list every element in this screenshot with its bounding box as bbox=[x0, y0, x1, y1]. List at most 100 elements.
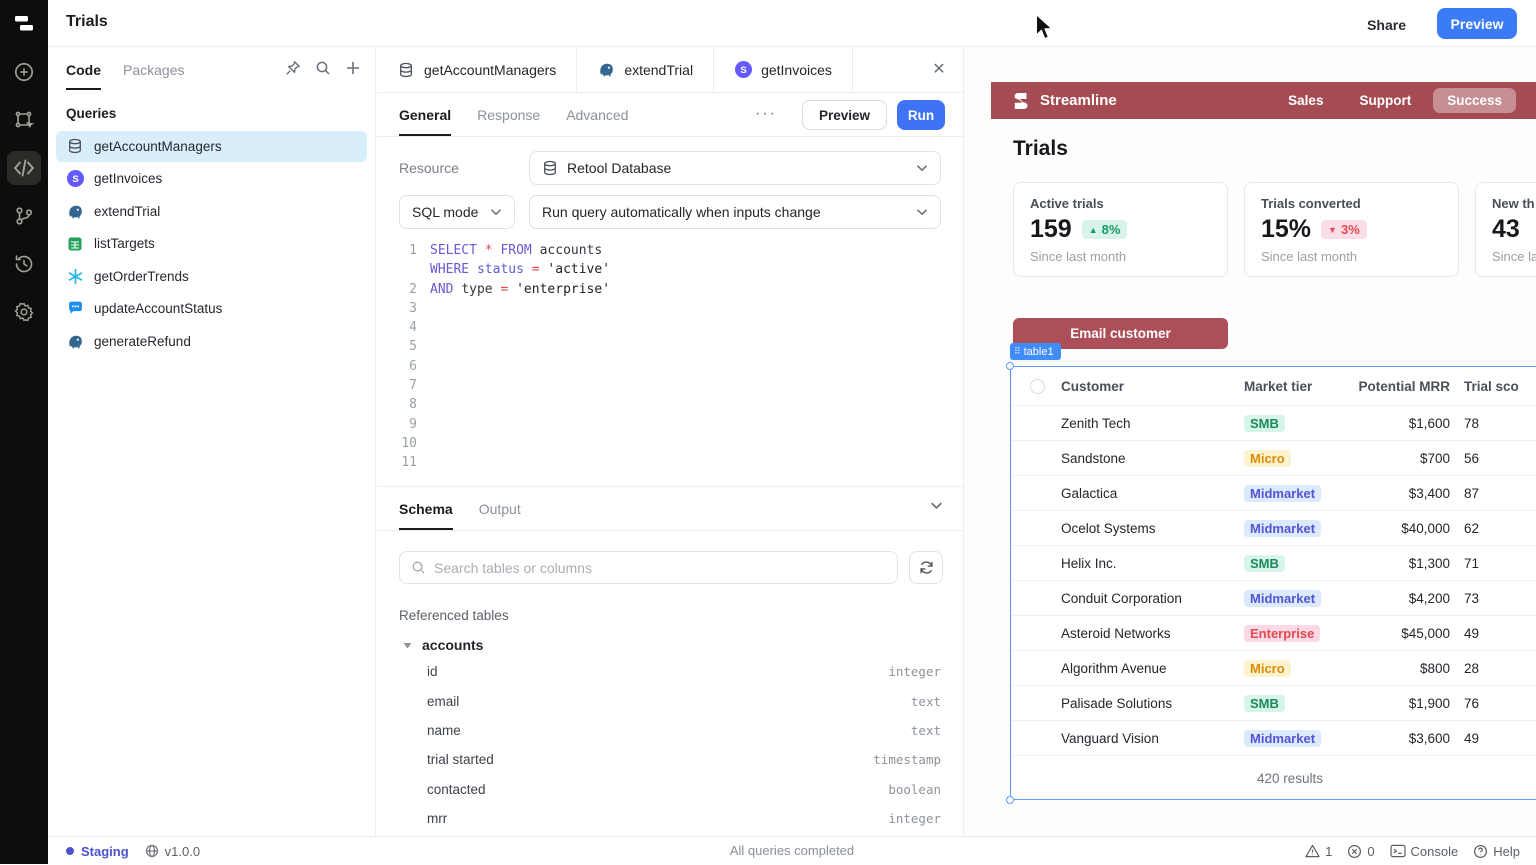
resize-handle[interactable] bbox=[1006, 796, 1014, 804]
query-item-getAccountManagers[interactable]: getAccountManagers bbox=[56, 131, 367, 162]
preview-button[interactable]: Preview bbox=[1437, 8, 1517, 39]
query-item-extendTrial[interactable]: extendTrial bbox=[56, 196, 367, 227]
resize-handle[interactable] bbox=[1006, 362, 1014, 370]
schema-search-field[interactable] bbox=[399, 551, 898, 584]
errors-indicator[interactable]: 0 bbox=[1347, 844, 1374, 859]
cell-market-tier: Micro bbox=[1244, 450, 1354, 467]
query-item-listTargets[interactable]: listTargets bbox=[56, 228, 367, 259]
table1-widget-tag[interactable]: ⠿ table1 bbox=[1010, 343, 1061, 360]
resource-select[interactable]: Retool Database bbox=[529, 151, 941, 185]
cell-trial-score: 49 bbox=[1450, 626, 1536, 641]
refresh-schema-button[interactable] bbox=[909, 551, 943, 584]
stat-subtext: Since la bbox=[1492, 249, 1536, 264]
nav-link-success[interactable]: Success bbox=[1433, 88, 1516, 113]
col-header-market-tier[interactable]: Market tier bbox=[1244, 379, 1354, 394]
stat-value: 15% bbox=[1261, 215, 1311, 244]
panel-tab-code[interactable]: Code bbox=[66, 50, 101, 90]
cell-trial-score: 49 bbox=[1450, 731, 1536, 746]
tier-badge: Midmarket bbox=[1244, 590, 1321, 607]
cell-customer: Zenith Tech bbox=[1061, 416, 1244, 431]
run-behavior-select[interactable]: Run query automatically when inputs chan… bbox=[529, 195, 941, 229]
search-icon[interactable] bbox=[315, 60, 331, 76]
query-item-updateAccountStatus[interactable]: updateAccountStatus bbox=[56, 293, 367, 324]
code-token: 'enterprise' bbox=[516, 282, 610, 297]
code-text: SELECT * FROM accounts bbox=[430, 241, 602, 260]
nav-link-sales[interactable]: Sales bbox=[1274, 88, 1337, 113]
subtab-advanced[interactable]: Advanced bbox=[566, 94, 628, 136]
sql-mode-value: SQL mode bbox=[412, 204, 478, 220]
schema-tab-output[interactable]: Output bbox=[479, 488, 521, 530]
more-options-icon[interactable]: ··· bbox=[749, 99, 783, 129]
line-number: 11 bbox=[377, 453, 430, 472]
database-icon bbox=[397, 61, 415, 79]
environment-selector[interactable]: Staging bbox=[66, 844, 129, 859]
schema-tab-schema[interactable]: Schema bbox=[399, 488, 453, 530]
panel-tab-packages[interactable]: Packages bbox=[123, 50, 184, 90]
subtab-general[interactable]: General bbox=[399, 94, 451, 136]
cell-customer: Asteroid Networks bbox=[1061, 626, 1244, 641]
history-icon[interactable] bbox=[7, 247, 41, 281]
postgres-icon bbox=[66, 202, 84, 220]
col-header-potential-mrr[interactable]: Potential MRR bbox=[1354, 379, 1450, 394]
query-tab-getAccountManagers[interactable]: getAccountManagers bbox=[377, 47, 577, 92]
version-selector[interactable]: v1.0.0 bbox=[145, 844, 200, 859]
select-all-checkbox[interactable] bbox=[1030, 379, 1045, 394]
cell-market-tier: SMB bbox=[1244, 555, 1354, 572]
query-item-label: updateAccountStatus bbox=[94, 301, 222, 316]
subtab-response[interactable]: Response bbox=[477, 94, 540, 136]
cell-potential-mrr: $1,300 bbox=[1354, 556, 1450, 571]
new-query-plus-icon[interactable] bbox=[345, 60, 361, 76]
stripe-icon: S bbox=[734, 61, 752, 79]
schema-search-input[interactable] bbox=[434, 560, 886, 576]
col-header-trial-score[interactable]: Trial sco bbox=[1450, 379, 1536, 394]
env-label: Staging bbox=[81, 844, 129, 859]
queries-status-text: All queries completed bbox=[730, 843, 854, 858]
close-tab-icon[interactable]: ✕ bbox=[929, 60, 949, 80]
pin-icon[interactable] bbox=[285, 60, 301, 76]
stripe-icon: S bbox=[66, 170, 84, 188]
help-button[interactable]: Help bbox=[1473, 844, 1520, 859]
field-name: contacted bbox=[427, 782, 486, 797]
field-name: trial started bbox=[427, 752, 494, 767]
stat-subtext: Since last month bbox=[1030, 249, 1211, 264]
query-preview-button[interactable]: Preview bbox=[802, 100, 887, 130]
arrow-up-icon: ▲ bbox=[1089, 225, 1098, 235]
share-button[interactable]: Share bbox=[1357, 12, 1416, 38]
cell-customer: Galactica bbox=[1061, 486, 1244, 501]
line-number: 9 bbox=[377, 415, 430, 434]
sql-mode-select[interactable]: SQL mode bbox=[399, 195, 515, 229]
query-tab-extendTrial[interactable]: extendTrial bbox=[577, 47, 714, 92]
components-icon[interactable] bbox=[7, 103, 41, 137]
query-item-getOrderTrends[interactable]: getOrderTrends bbox=[56, 261, 367, 292]
console-toggle[interactable]: Console bbox=[1390, 844, 1459, 859]
schema-table-accounts[interactable]: accounts bbox=[377, 629, 963, 657]
warnings-indicator[interactable]: 1 bbox=[1305, 844, 1332, 859]
col-header-customer[interactable]: Customer bbox=[1061, 379, 1244, 394]
git-branch-icon[interactable] bbox=[7, 199, 41, 233]
top-bar: Trials Share Preview bbox=[48, 0, 1536, 47]
add-icon[interactable] bbox=[7, 55, 41, 89]
collapse-chevron-icon[interactable] bbox=[930, 501, 943, 510]
cell-trial-score: 56 bbox=[1450, 451, 1536, 466]
query-item-generateRefund[interactable]: generateRefund bbox=[56, 326, 367, 357]
query-run-button[interactable]: Run bbox=[897, 100, 945, 130]
nav-link-support[interactable]: Support bbox=[1345, 88, 1425, 113]
settings-gear-icon[interactable] bbox=[7, 295, 41, 329]
retool-logo-icon[interactable] bbox=[12, 13, 36, 35]
code-panel-icon[interactable] bbox=[7, 151, 41, 185]
